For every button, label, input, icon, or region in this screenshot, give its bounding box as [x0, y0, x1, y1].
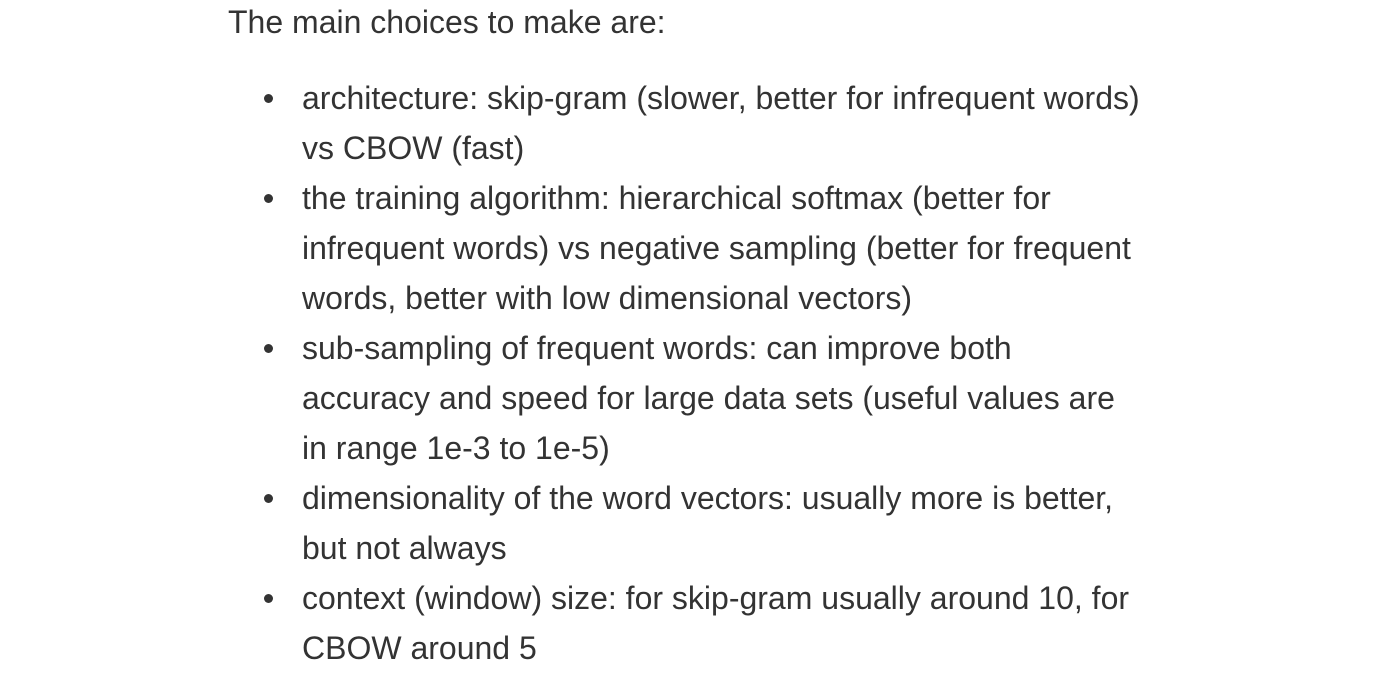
bullet-icon [264, 94, 273, 103]
list-item-text-line: accuracy and speed for large data sets (… [302, 380, 1115, 416]
list-item: the training algorithm: hierarchical sof… [264, 173, 1182, 323]
intro-text: The main choices to make are: [228, 4, 666, 40]
list-item: sub-sampling of frequent words: can impr… [264, 323, 1182, 473]
list-item-text-line: words, better with low dimensional vecto… [302, 280, 913, 316]
list-item-text-line: context (window) size: for skip-gram usu… [302, 580, 1130, 616]
bullet-icon [264, 194, 273, 203]
list-item: dimensionality of the word vectors: usua… [264, 473, 1182, 573]
bullet-icon [264, 344, 273, 353]
list-item-text-line: vs CBOW (fast) [302, 130, 525, 166]
choices-list: architecture: skip-gram (slower, better … [264, 73, 1182, 673]
list-item-text-line: CBOW around 5 [302, 630, 537, 666]
list-item-text-line: in range 1e-3 to 1e-5) [302, 430, 610, 466]
list-item-text-line: dimensionality of the word vectors: usua… [302, 480, 1114, 516]
bullet-icon [264, 494, 273, 503]
bullet-icon [264, 594, 273, 603]
list-item-text-line: the training algorithm: hierarchical sof… [302, 180, 1051, 216]
list-item-text-line: architecture: skip-gram (slower, better … [302, 80, 1140, 116]
list-item-text-line: sub-sampling of frequent words: can impr… [302, 330, 1012, 366]
list-item: architecture: skip-gram (slower, better … [264, 73, 1182, 173]
list-item: context (window) size: for skip-gram usu… [264, 573, 1182, 673]
list-item-text-line: but not always [302, 530, 507, 566]
list-item-text-line: infrequent words) vs negative sampling (… [302, 230, 1131, 266]
